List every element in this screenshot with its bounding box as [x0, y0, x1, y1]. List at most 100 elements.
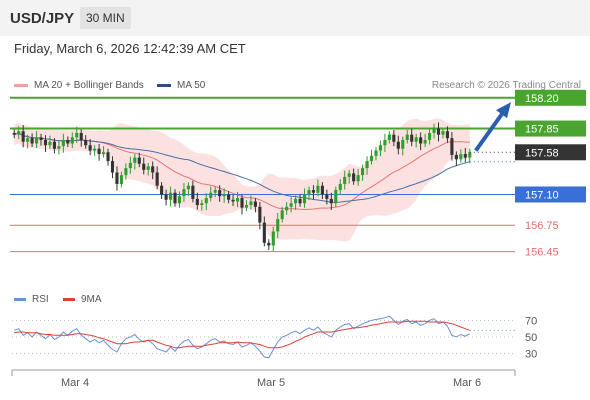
candle-body — [128, 162, 132, 169]
candle-body — [160, 185, 164, 195]
candle-body — [401, 139, 405, 149]
candle-body — [133, 157, 137, 163]
candle-body — [454, 154, 458, 160]
level-tag-1 — [515, 120, 586, 137]
candle-body — [124, 168, 128, 176]
legend-rsi: RSI — [14, 294, 49, 305]
x-tick-label-1: Mar 5 — [257, 377, 285, 389]
candle-body — [450, 138, 454, 155]
candle-body — [119, 175, 123, 184]
candle-body — [347, 173, 351, 177]
legend-rsi-swatch — [14, 297, 26, 301]
candle-body — [151, 166, 155, 173]
candle-body — [142, 163, 146, 170]
candle-body — [325, 194, 329, 199]
candle-body — [392, 134, 396, 142]
candle-body — [369, 155, 374, 162]
legend-ma50-swatch — [157, 83, 171, 87]
candle-body — [289, 203, 293, 207]
candle-body — [35, 137, 39, 144]
candle-body — [329, 198, 333, 204]
rsi-ma9-line — [14, 320, 470, 349]
candle-body — [115, 172, 119, 184]
legend-ma9-swatch — [63, 297, 75, 301]
bollinger-band-fill — [14, 118, 470, 242]
candle-body — [222, 194, 226, 197]
candle-body — [311, 190, 316, 193]
candle-body — [294, 198, 298, 204]
candle-body — [432, 128, 436, 133]
candle-body — [75, 132, 79, 138]
candle-body — [253, 201, 257, 207]
rsi-tick-2: 70 — [525, 315, 537, 327]
candle-body — [262, 222, 266, 243]
candle-body — [343, 176, 347, 184]
x-tick-label-2: Mar 6 — [453, 377, 481, 389]
level-tag-2 — [515, 186, 586, 203]
candle-body — [249, 201, 253, 206]
candle-body — [423, 139, 427, 144]
legend-ma20-swatch — [14, 83, 28, 87]
candle-body — [17, 131, 21, 135]
candle-body — [396, 141, 400, 149]
candle-body — [459, 154, 463, 160]
candle-body — [414, 137, 418, 142]
candle-body — [191, 185, 195, 199]
legend-ma9: 9MA — [63, 294, 102, 305]
candle-body — [177, 196, 182, 204]
target-arrow-shaft — [474, 110, 506, 152]
candle-body — [436, 128, 441, 135]
candle-body — [137, 157, 141, 164]
candle-body — [213, 190, 217, 193]
candle-body — [441, 131, 445, 135]
current-price-tag — [515, 144, 586, 161]
candle-body — [428, 132, 432, 140]
candle-body — [316, 185, 320, 193]
candle-body — [146, 166, 150, 170]
candle-body — [365, 161, 369, 169]
candle-body — [70, 137, 74, 144]
candle-body — [302, 194, 307, 204]
candle-body — [468, 152, 472, 158]
legend-ma50: MA 50 — [157, 80, 205, 91]
level-label-4: 156.45 — [525, 247, 559, 259]
candle-body — [338, 183, 342, 191]
candle-body — [334, 190, 338, 204]
candle-body — [84, 139, 88, 146]
candle-body — [182, 189, 186, 197]
candle-body — [361, 168, 365, 176]
candle-body — [307, 190, 311, 195]
level-tag-0 — [515, 89, 586, 106]
credit-label: Research © 2026 Trading Central — [431, 80, 581, 91]
candle-body — [280, 210, 284, 220]
candle-body — [276, 219, 280, 232]
candle-body — [88, 145, 92, 151]
candle-body — [271, 231, 275, 246]
candle-body — [200, 203, 204, 206]
candle-body — [79, 132, 83, 140]
candle-body — [235, 197, 240, 202]
candle-body — [463, 154, 467, 158]
level-label-0: 158.20 — [525, 93, 559, 105]
candle-body — [356, 175, 360, 182]
candle-body — [48, 141, 52, 146]
candle-body — [168, 192, 173, 200]
candle-body — [227, 194, 231, 200]
candle-body — [93, 148, 97, 151]
candle-body — [285, 206, 289, 211]
candle-body — [66, 139, 70, 144]
candle-body — [106, 152, 110, 162]
candle-body — [21, 131, 25, 142]
candle-body — [298, 198, 302, 204]
candle-body — [30, 138, 34, 144]
target-arrow-head — [496, 102, 511, 119]
candle-body — [405, 134, 409, 140]
candle-body — [320, 185, 324, 195]
candle-body — [410, 134, 414, 142]
legend-ma20-bb: MA 20 + Bollinger Bands — [14, 80, 144, 91]
candle-body — [12, 132, 16, 135]
timeframe-button[interactable]: 30 MIN — [80, 7, 131, 29]
candle-body — [101, 152, 106, 155]
candle-body — [244, 205, 249, 208]
